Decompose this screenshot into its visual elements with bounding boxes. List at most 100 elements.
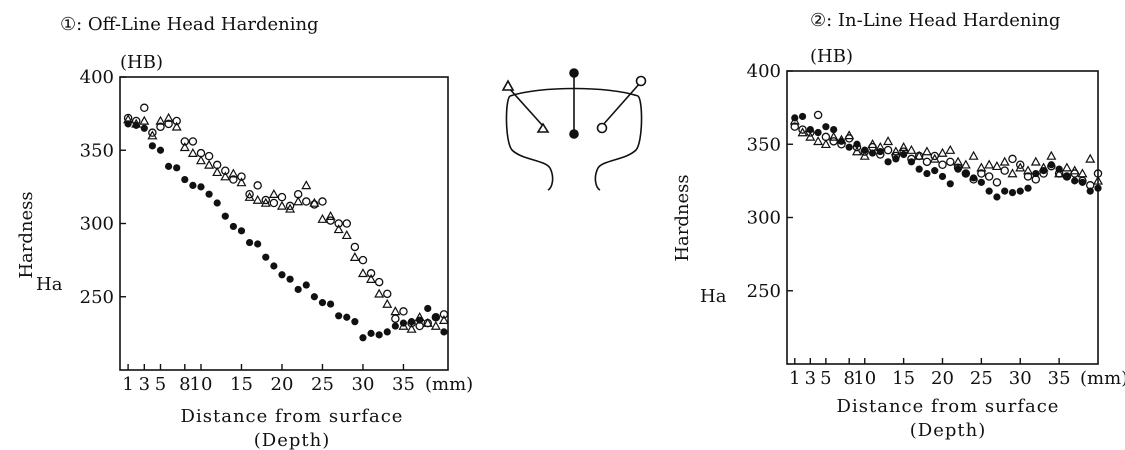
chart2-point-open-circle: [1000, 166, 1009, 175]
chart1-point-open-circle: [358, 255, 368, 265]
chart1-point-open-triangle: [139, 115, 150, 125]
chart1-point-open-circle: [204, 151, 214, 161]
chart1-y-tick-label: 250: [80, 287, 114, 308]
chart2-point-open-circle: [1023, 172, 1033, 181]
chart2-point-filled-circle: [830, 126, 838, 134]
chart1-point-filled-circle: [367, 329, 375, 337]
chart2-x-tick-label: 3: [805, 368, 816, 389]
chart1-point-open-triangle: [123, 114, 134, 124]
chart1-point-filled-circle: [140, 124, 148, 132]
chart1-point-open-circle: [269, 198, 279, 208]
chart1-point-open-circle: [261, 195, 271, 205]
chart2-x-tick-label: 10: [853, 368, 876, 389]
chart2-point-filled-circle: [884, 158, 892, 166]
chart1-point-filled-circle: [262, 253, 270, 261]
chart1-point-open-circle: [180, 137, 190, 146]
chart1-x-tick-label: 20: [271, 374, 294, 395]
chart1-point-open-circle: [285, 201, 295, 211]
chart2-point-open-triangle: [1054, 168, 1065, 178]
chart1-point-open-triangle: [422, 317, 433, 327]
chart2-point-open-circle: [922, 157, 932, 167]
chart2-x-axis-sublabel: (Depth): [910, 420, 986, 441]
chart1-point-open-triangle: [366, 273, 377, 283]
chart1-point-filled-circle: [326, 300, 335, 308]
chart1-point-filled-circle: [343, 313, 351, 321]
chart2-point-open-triangle: [1023, 165, 1034, 175]
chart1-point-open-triangle: [236, 177, 247, 187]
chart1-point-open-triangle: [252, 194, 263, 204]
chart1-y-tick-label: 300: [80, 214, 114, 235]
chart2-point-open-triangle: [1030, 156, 1041, 166]
chart1-point-open-triangle: [309, 197, 320, 207]
chart2-x-tick-label: 20: [931, 368, 954, 389]
chart2-point-filled-circle: [814, 128, 822, 137]
chart1-points: [123, 103, 449, 342]
chart1-point-filled-circle: [351, 318, 359, 326]
chart2-point-open-triangle: [875, 141, 886, 151]
chart1-point-open-triangle: [398, 320, 409, 330]
chart1-point-filled-circle: [197, 183, 205, 191]
rail-cross-section-diagram: [501, 68, 647, 191]
chart1-point-filled-circle: [383, 328, 391, 336]
chart1-point-open-circle: [148, 128, 157, 137]
chart2-y-tick-label: 350: [747, 134, 781, 155]
chart2-point-open-triangle: [828, 131, 839, 141]
chart1-x-unit: (mm): [425, 374, 473, 395]
chart1-point-filled-circle: [286, 275, 294, 283]
chart2-point-open-triangle: [914, 150, 925, 160]
chart2-point-filled-circle: [931, 167, 939, 175]
left-bottom-triangle-marker: [536, 122, 550, 133]
chart1-point-open-circle: [366, 269, 376, 278]
chart2-point-open-triangle: [976, 162, 987, 172]
chart2-point-filled-circle: [806, 126, 814, 134]
chart2-x-tick-label: 1: [789, 368, 800, 389]
chart2-point-open-circle: [798, 125, 807, 134]
chart1-point-open-triangle: [228, 168, 239, 178]
chart1-point-open-triangle: [179, 142, 190, 152]
chart2-point-open-triangle: [991, 160, 1002, 171]
chart2-point-open-circle: [969, 175, 978, 184]
chart1-point-open-triangle: [163, 112, 174, 122]
chart1-point-open-circle: [334, 219, 343, 228]
chart2-point-open-triangle: [1038, 162, 1049, 172]
chart2-point-open-triangle: [813, 136, 824, 146]
chart2-point-filled-circle: [907, 158, 916, 166]
chart1-point-open-triangle: [325, 210, 336, 220]
chart2-point-open-circle: [1031, 175, 1041, 184]
chart1-point-open-circle: [253, 181, 262, 190]
chart1-point-open-triangle: [317, 213, 328, 223]
chart2-point-open-circle: [829, 137, 838, 146]
chart1-x-axis-label: Distance from surface: [181, 406, 404, 427]
right-bottom-circle-marker: [596, 122, 608, 134]
chart2-point-open-circle: [806, 128, 815, 137]
chart1-point-filled-circle: [148, 142, 156, 150]
chart2-point-filled-circle: [1016, 187, 1024, 195]
chart1-point-open-circle: [245, 189, 254, 199]
chart1-point-open-triangle: [430, 320, 441, 330]
chart1-point-filled-circle: [302, 281, 310, 289]
chart1-x-tick-label: 25: [311, 374, 334, 395]
chart1-point-open-triangle: [244, 191, 255, 201]
chart1-point-open-triangle: [187, 147, 198, 157]
chart2-point-open-triangle: [883, 136, 894, 146]
chart1-point-open-circle: [399, 307, 408, 316]
chart2-y-tick-label: 400: [747, 61, 781, 82]
chart2-y-axis-label: Hardness: [672, 174, 693, 261]
chart1-point-open-circle: [156, 122, 165, 132]
chart2-point-open-triangle: [921, 146, 932, 156]
chart1-x-axis-sublabel: (Depth): [254, 430, 330, 450]
chart2-point-open-triangle: [1085, 153, 1096, 163]
chart2-point-open-circle: [984, 172, 994, 181]
chart2-point-open-circle: [790, 122, 800, 131]
chart1-point-filled-circle: [270, 262, 278, 270]
chart1-point-open-circle: [326, 216, 335, 225]
chart1-point-open-triangle: [390, 306, 401, 316]
chart2-point-open-triangle: [945, 144, 956, 154]
chart2-point-open-triangle: [1077, 168, 1088, 178]
right-probe-line: [601, 82, 641, 127]
chart1-point-open-triangle: [349, 251, 360, 261]
chart1-point-open-triangle: [341, 229, 352, 240]
chart2-point-filled-circle: [822, 123, 830, 131]
chart2-x-ticks: 1 3 5 810 15 20 25 30 35: [789, 358, 1071, 389]
